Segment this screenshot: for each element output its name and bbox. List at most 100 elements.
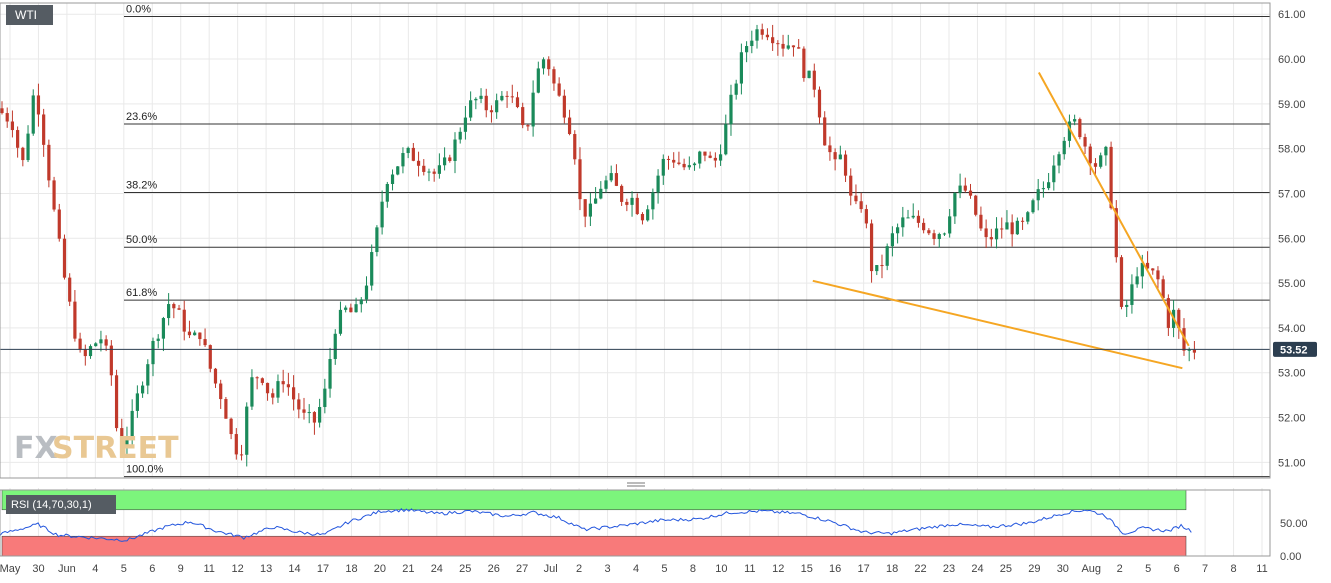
price-tick-label: 57.00: [1278, 188, 1306, 200]
candle-body: [469, 100, 473, 118]
candle-body: [135, 393, 139, 411]
pane-divider-handle[interactable]: [627, 482, 645, 487]
candle-body: [245, 406, 249, 455]
candle-body: [958, 185, 962, 194]
candle-body: [1067, 121, 1072, 141]
candle-body: [1182, 328, 1186, 351]
candle-body: [187, 331, 192, 336]
price-axis[interactable]: 61.00 60.00 59.00 58.00 57.00 56.00 55.00 54.00…: [1278, 9, 1308, 563]
candle-body: [739, 52, 743, 84]
time-tick-label: 15: [801, 563, 813, 575]
candle-body: [271, 393, 275, 398]
candle-body: [338, 309, 343, 334]
candle-body: [239, 454, 244, 456]
time-tick-label: 4: [633, 563, 639, 575]
time-tick-label: 18: [345, 563, 357, 575]
time-tick-label: 24: [971, 563, 983, 575]
candle-body: [687, 165, 691, 168]
candle-body: [385, 183, 389, 202]
candle-body: [1151, 268, 1155, 271]
time-tick-label: 24: [431, 563, 443, 575]
candle-body: [838, 154, 842, 160]
candle-body: [823, 117, 827, 146]
candle-body: [578, 159, 582, 200]
candle-body: [567, 117, 572, 135]
candle-body: [36, 95, 41, 115]
candle-body: [599, 188, 603, 199]
candle-body: [1036, 189, 1040, 201]
candle-body: [276, 381, 280, 398]
candle-body: [828, 145, 832, 153]
candle-body: [1109, 146, 1113, 209]
candle-body: [979, 214, 983, 229]
candle-body: [406, 147, 410, 154]
candle-body: [666, 158, 671, 160]
candle-body: [302, 409, 306, 413]
candle-body: [875, 265, 879, 272]
candle-body: [484, 95, 488, 111]
time-tick-label: 17: [317, 563, 329, 575]
candle-body: [224, 399, 228, 419]
candle-body: [1057, 154, 1061, 166]
candle-body: [791, 45, 796, 48]
time-tick-label: 8: [1230, 563, 1236, 575]
candle-body: [500, 95, 504, 101]
trendline: [1037, 71, 1190, 347]
time-tick-label: 5: [1145, 563, 1151, 575]
time-tick-label: 7: [1202, 563, 1208, 575]
price-tick-label: 52.00: [1278, 413, 1306, 425]
rsi-badge[interactable]: RSI (14,70,30,1): [6, 495, 116, 514]
candle-body: [125, 436, 129, 448]
symbol-badge[interactable]: WTI: [6, 5, 53, 25]
candle-body: [489, 110, 494, 113]
candle-body: [620, 185, 624, 202]
candle-body: [21, 147, 25, 161]
candle-body: [656, 175, 660, 193]
candle-body: [531, 92, 535, 127]
candle-body: [890, 233, 894, 247]
candle-body: [968, 190, 973, 196]
rsi-line: [0, 508, 1192, 542]
candle-body: [833, 152, 837, 160]
candle-body: [771, 37, 775, 44]
candle-body: [781, 43, 785, 49]
candle-body: [370, 252, 374, 286]
candle-body: [593, 198, 598, 204]
candle-body: [984, 228, 988, 238]
candle-body: [562, 95, 566, 118]
candle-body: [927, 230, 931, 234]
time-tick-label: 11: [744, 563, 755, 575]
time-tick-label: 5: [121, 563, 127, 575]
candle-body: [0, 108, 4, 114]
candle-body: [1062, 140, 1066, 155]
trendline: [812, 279, 1183, 370]
candle-body: [437, 165, 441, 174]
candle-body: [1114, 208, 1118, 258]
price-tick-label: 59.00: [1278, 99, 1306, 111]
time-tick-label: 6: [1174, 563, 1180, 575]
candle-body: [916, 215, 921, 223]
candle-body: [57, 209, 61, 239]
time-tick-label: 20: [374, 563, 386, 575]
time-axis[interactable]: May 30 Jun 4 5 6 9 11 12 13 14 17 18 20 21 24 25 26 27 Jul 2…: [0, 563, 1268, 575]
candle-body: [510, 96, 514, 98]
candle-body: [807, 70, 811, 79]
candle-body: [994, 228, 999, 240]
candle-body: [713, 157, 717, 161]
candle-body: [708, 155, 712, 158]
candle-body: [328, 359, 332, 389]
fib-level-label: 0.0%: [126, 3, 151, 15]
rsi-pane-frame: [0, 489, 1271, 557]
candle-body: [323, 388, 327, 408]
candle-body: [234, 434, 238, 455]
candle-body: [1145, 262, 1150, 269]
candle-body: [729, 94, 733, 125]
time-tick-label: 5: [661, 563, 667, 575]
current-price-label: 53.52: [1280, 344, 1308, 356]
candle-body: [99, 339, 103, 344]
price-tick-label: 58.00: [1278, 144, 1306, 156]
candle-body: [1083, 137, 1087, 147]
candle-body: [151, 340, 155, 365]
time-tick-label: 12: [232, 563, 244, 575]
candle-body: [1031, 200, 1035, 213]
